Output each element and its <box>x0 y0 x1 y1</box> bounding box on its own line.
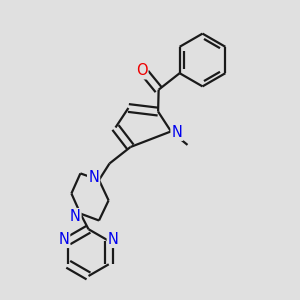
Text: N: N <box>172 125 182 140</box>
Text: O: O <box>136 63 147 78</box>
Text: N: N <box>88 169 99 184</box>
Text: N: N <box>70 209 80 224</box>
Text: N: N <box>108 232 119 247</box>
Text: N: N <box>58 232 69 247</box>
